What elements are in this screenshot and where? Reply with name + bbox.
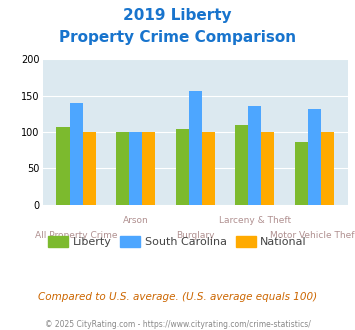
- Text: Arson: Arson: [123, 216, 148, 225]
- Bar: [142, 132, 155, 205]
- Text: © 2025 CityRating.com - https://www.cityrating.com/crime-statistics/: © 2025 CityRating.com - https://www.city…: [45, 320, 310, 329]
- Text: Property Crime Comparison: Property Crime Comparison: [59, 30, 296, 45]
- Bar: [176, 129, 189, 205]
- Bar: [295, 142, 308, 205]
- Bar: [248, 106, 261, 205]
- Text: All Property Crime: All Property Crime: [35, 231, 118, 240]
- Text: Compared to U.S. average. (U.S. average equals 100): Compared to U.S. average. (U.S. average …: [38, 292, 317, 302]
- Bar: [308, 110, 321, 205]
- Bar: [202, 132, 215, 205]
- Text: Larceny & Theft: Larceny & Theft: [219, 216, 291, 225]
- Text: Burglary: Burglary: [176, 231, 214, 240]
- Bar: [261, 132, 274, 205]
- Bar: [56, 127, 70, 205]
- Bar: [129, 132, 142, 205]
- Text: Motor Vehicle Theft: Motor Vehicle Theft: [271, 231, 355, 240]
- Text: 2019 Liberty: 2019 Liberty: [123, 8, 232, 23]
- Bar: [116, 132, 129, 205]
- Bar: [70, 103, 83, 205]
- Bar: [321, 132, 334, 205]
- Bar: [189, 91, 202, 205]
- Bar: [83, 132, 96, 205]
- Bar: [235, 125, 248, 205]
- Legend: Liberty, South Carolina, National: Liberty, South Carolina, National: [44, 232, 311, 252]
